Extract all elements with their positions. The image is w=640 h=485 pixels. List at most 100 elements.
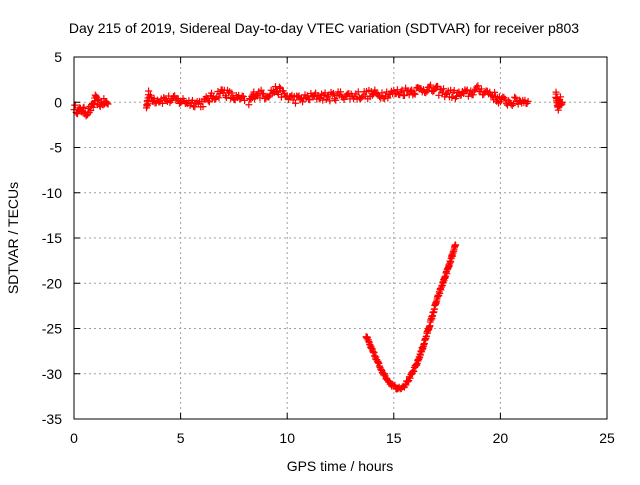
x-tick-label: 15: [386, 430, 402, 446]
data-point: [332, 96, 340, 104]
data-point: [473, 83, 481, 91]
data-point: [257, 86, 265, 94]
x-tick-label: 10: [279, 430, 295, 446]
data-point: [500, 94, 508, 102]
data-point: [177, 99, 185, 107]
y-tick-label: -5: [50, 140, 63, 156]
data-point: [80, 103, 88, 111]
data-point: [376, 93, 384, 101]
data-point: [378, 89, 386, 97]
data-point: [453, 92, 461, 100]
data-point: [474, 82, 482, 90]
x-tick-label: 20: [493, 430, 509, 446]
y-tick-label: -15: [42, 230, 62, 246]
data-point: [450, 87, 458, 95]
data-point: [404, 378, 412, 386]
y-tick-label: 0: [54, 94, 62, 110]
x-tick-label: 5: [177, 430, 185, 446]
data-point: [368, 91, 376, 99]
y-tick-label: -20: [42, 275, 62, 291]
data-point: [205, 98, 213, 106]
data-point: [435, 91, 443, 99]
data-point: [228, 89, 236, 97]
data-point: [103, 99, 111, 107]
data-point: [558, 98, 566, 106]
data-point: [384, 94, 392, 102]
x-tick-label: 25: [599, 430, 615, 446]
data-point: [469, 91, 477, 99]
data-point: [554, 106, 562, 114]
data-point: [524, 97, 532, 105]
data-point: [208, 89, 216, 97]
y-tick-label: 5: [54, 49, 62, 65]
tick-marks: 0 5 10 15 20 25 5 0 -5 -10 -15 -20 -25 -30 -35: [42, 49, 615, 446]
data-point: [354, 88, 362, 96]
data-point: [326, 97, 334, 105]
grid-lines: [74, 57, 607, 419]
data-point: [275, 83, 283, 91]
data-point: [448, 94, 456, 102]
data-point: [440, 85, 448, 93]
data-point: [245, 101, 253, 109]
data-point: [239, 93, 247, 101]
data-point: [398, 86, 406, 94]
data-point: [358, 93, 366, 101]
data-point: [427, 81, 435, 89]
data-point: [464, 92, 472, 100]
data-point: [411, 90, 419, 98]
data-point: [291, 99, 299, 107]
data-point: [216, 89, 224, 97]
data-point: [329, 89, 337, 97]
data-points: [70, 81, 566, 393]
data-point: [429, 88, 437, 96]
data-point: [74, 110, 82, 118]
x-tick-label: 0: [70, 430, 78, 446]
data-point: [477, 85, 485, 93]
data-point: [423, 87, 431, 95]
data-point: [512, 94, 520, 102]
y-tick-label: -10: [42, 185, 62, 201]
data-point: [79, 104, 87, 112]
data-point: [496, 98, 504, 106]
data-point: [256, 94, 264, 102]
data-point: [406, 87, 414, 95]
chart-title: Day 215 of 2019, Sidereal Day-to-day VTE…: [69, 20, 579, 36]
data-point: [306, 96, 314, 104]
data-point: [202, 93, 210, 101]
data-point: [215, 94, 223, 102]
data-point: [241, 96, 249, 104]
data-point: [452, 241, 460, 249]
y-tick-label: -35: [42, 411, 62, 427]
data-point: [204, 97, 212, 105]
data-point: [258, 89, 266, 97]
data-point: [145, 87, 153, 95]
data-point: [511, 93, 519, 101]
data-point: [222, 94, 230, 102]
data-point: [400, 91, 408, 99]
data-point: [422, 89, 430, 97]
data-point: [406, 374, 414, 382]
data-point: [277, 93, 285, 101]
data-point: [556, 93, 564, 101]
data-point: [169, 92, 177, 100]
data-point: [396, 91, 404, 99]
data-point: [491, 88, 499, 96]
data-point: [321, 89, 329, 97]
data-point: [391, 381, 399, 389]
data-point: [337, 88, 344, 96]
y-tick-label: -25: [42, 321, 62, 337]
x-axis-label: GPS time / hours: [287, 458, 394, 474]
data-point: [410, 89, 418, 97]
y-axis-label: SDTVAR / TECUs: [5, 182, 21, 294]
data-point: [199, 103, 207, 111]
data-point: [328, 90, 336, 98]
data-point: [188, 96, 196, 104]
data-point: [158, 99, 166, 107]
data-point: [191, 103, 199, 111]
data-point: [319, 96, 327, 104]
data-point: [501, 95, 509, 103]
data-point: [299, 98, 307, 106]
data-point: [82, 112, 90, 120]
